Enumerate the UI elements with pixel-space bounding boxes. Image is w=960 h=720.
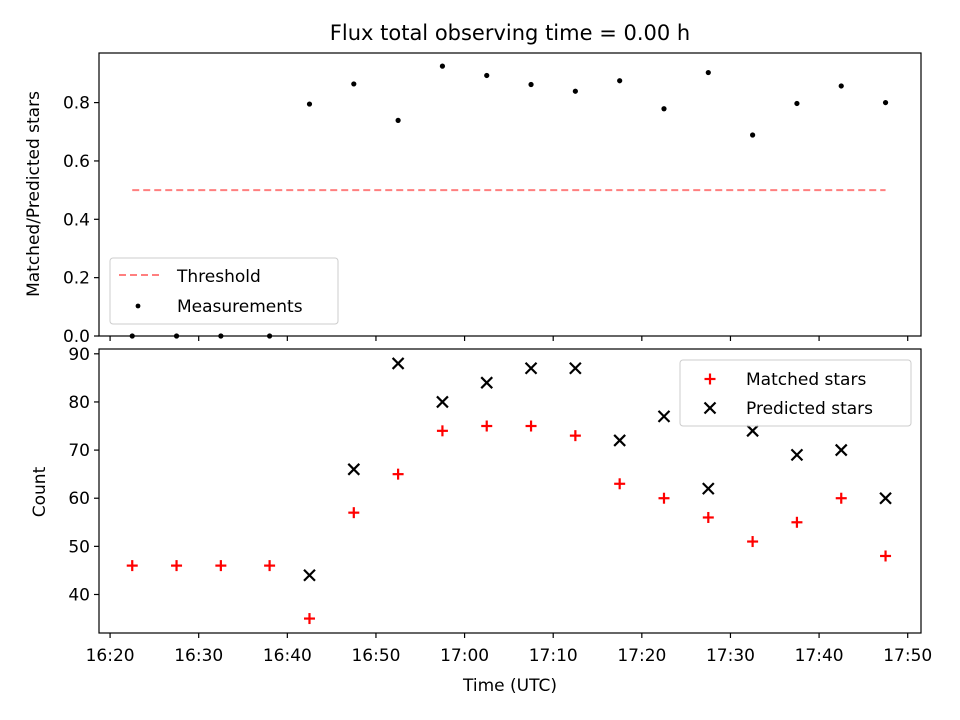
measurement-point	[794, 100, 800, 107]
measurement-point	[395, 117, 401, 123]
predicted-star-point	[524, 361, 538, 375]
legend-measurements-label: Measurements	[177, 297, 303, 317]
matched-star-point	[303, 613, 315, 625]
legend-threshold-label: Threshold	[176, 267, 261, 287]
bottom-legend: Matched stars Predicted stars	[679, 359, 912, 427]
x-tick-label: 17:40	[795, 646, 844, 666]
predicted-star-point	[569, 361, 582, 375]
matched-star-point	[126, 560, 138, 572]
matched-star-point	[525, 420, 537, 432]
legend-matched-swatch	[704, 373, 716, 385]
measurement-point	[528, 81, 534, 88]
measurement-point	[661, 106, 667, 112]
matched-star-point	[481, 420, 493, 432]
predicted-star-point	[303, 568, 316, 582]
top-x-axis	[109, 336, 909, 341]
top-panel: 0.00.20.40.60.8 Matched/Predicted stars …	[24, 52, 922, 347]
matched-star-point	[264, 560, 276, 572]
predicted-star-point	[834, 443, 848, 457]
x-tick-label: 16:50	[351, 646, 400, 666]
x-tick-label: 17:30	[706, 646, 755, 666]
x-tick-label: 17:20	[617, 646, 666, 666]
bottom-axes-frame	[98, 348, 922, 634]
bottom-y-axis: 40 50 60 70 80 90	[68, 345, 99, 605]
x-tick-label: 17:50	[883, 646, 932, 666]
top-legend-box	[109, 257, 339, 325]
measurement-point	[439, 63, 446, 69]
bottom-y-tick-label: 90	[68, 345, 90, 365]
matched-star-point	[658, 492, 670, 504]
bottom-legend-box	[679, 359, 912, 427]
matched-star-point	[791, 516, 803, 528]
predicted-star-point	[391, 357, 405, 370]
x-tick-label: 16:30	[174, 646, 223, 666]
bottom-y-tick-label: 50	[68, 537, 90, 557]
chart-title: Flux total observing time = 0.00 h	[330, 21, 690, 45]
top-plot-area	[129, 63, 889, 339]
bottom-panel: 40 50 60 70 80 90 16:20 16:30 16:40 16:50 17:00 17…	[30, 345, 932, 696]
matched-star-point	[569, 430, 581, 442]
measurement-point	[882, 99, 889, 106]
measurement-point	[351, 81, 357, 87]
measurement-point	[484, 72, 490, 79]
top-y-tick-label: 0.8	[63, 94, 90, 114]
matched-star-point	[348, 507, 360, 519]
top-y-tick-label: 0.2	[63, 269, 90, 289]
matched-star-point	[835, 492, 847, 504]
measurement-point	[572, 88, 578, 94]
bottom-y-tick-label: 40	[68, 585, 90, 605]
matched-star-point	[215, 560, 227, 572]
predicted-star-point	[613, 434, 626, 447]
bottom-plot-area	[126, 357, 892, 625]
bottom-y-axis-label: Count	[30, 466, 50, 517]
legend-predicted-swatch	[703, 401, 717, 415]
measurement-point	[838, 83, 844, 89]
bottom-x-axis: 16:20 16:30 16:40 16:50 17:00 17:10 17:20 17:30…	[86, 633, 932, 666]
predicted-star-point	[657, 410, 671, 423]
predicted-star-point	[436, 395, 449, 409]
top-y-tick-label: 0.6	[63, 152, 90, 172]
top-y-axis: 0.0 0.2 0.4 0.6 0.8	[63, 94, 99, 347]
x-tick-label: 16:20	[86, 646, 135, 666]
x-tick-label: 16:40	[263, 646, 312, 666]
measurement-point	[750, 132, 756, 138]
bottom-y-tick-label: 60	[68, 489, 90, 509]
legend-matched-marker	[704, 373, 716, 385]
matched-star-point	[392, 468, 404, 480]
matched-star-point	[171, 560, 183, 572]
matched-star-point	[880, 550, 892, 562]
bottom-y-tick-label: 70	[68, 441, 90, 461]
predicted-star-point	[480, 376, 494, 389]
top-y-axis-label: Matched/Predicted stars	[24, 91, 44, 297]
x-tick-label: 17:10	[529, 646, 578, 666]
matched-star-point	[614, 478, 626, 490]
predicted-star-point	[347, 463, 361, 476]
matched-star-point	[436, 425, 448, 437]
legend-predicted-marker	[703, 401, 717, 415]
legend-predicted-label: Predicted stars	[746, 399, 873, 419]
predicted-star-point	[746, 424, 759, 438]
matched-star-point	[747, 536, 759, 548]
predicted-star-point	[790, 448, 804, 462]
measurement-point	[617, 78, 623, 84]
top-y-tick-label: 0.0	[63, 327, 90, 347]
legend-measurements-swatch	[135, 303, 141, 309]
predicted-star-point	[702, 482, 715, 495]
measurement-point	[705, 69, 711, 76]
top-legend: Threshold Measurements	[109, 257, 339, 325]
predicted-star-point	[879, 491, 892, 505]
top-y-tick-label: 0.4	[63, 210, 90, 230]
x-axis-label: Time (UTC)	[462, 676, 557, 696]
bottom-y-tick-label: 80	[68, 393, 90, 413]
measurement-point	[306, 101, 313, 107]
matched-star-point	[702, 511, 714, 523]
x-tick-label: 17:00	[440, 646, 489, 666]
legend-matched-label: Matched stars	[746, 370, 866, 390]
top-axes-frame	[98, 52, 922, 337]
